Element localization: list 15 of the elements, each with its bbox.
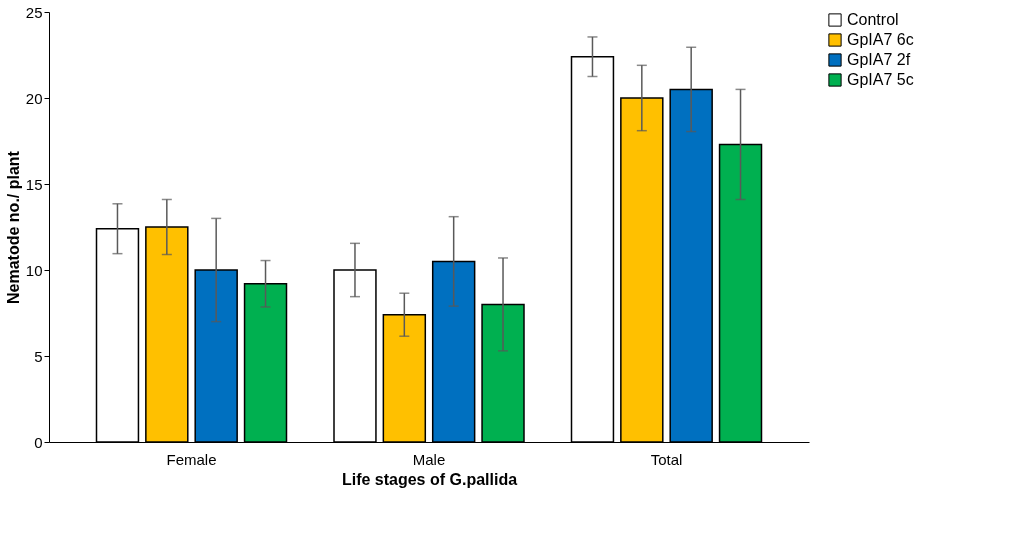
y-tick-label: 25	[25, 3, 43, 21]
y-tick-label: 5	[34, 347, 43, 365]
x-axis-title: Life stages of G.pallida	[341, 470, 518, 488]
y-tick-label: 10	[25, 261, 43, 279]
x-tick-label: Total	[650, 450, 683, 468]
legend-label: GpIA7 6c	[847, 31, 914, 48]
y-tick-label: 20	[25, 89, 43, 107]
legend-label: GpIA7 2f	[847, 51, 911, 68]
y-axis-title: Nematode no./ plant	[4, 150, 22, 304]
y-tick-label: 0	[34, 433, 43, 451]
legend-label: GpIA7 5c	[847, 71, 914, 88]
x-tick-label: Female	[166, 450, 217, 468]
y-tick-label: 15	[25, 175, 43, 193]
x-tick-label: Male	[412, 450, 446, 468]
legend-label: Control	[847, 11, 899, 28]
